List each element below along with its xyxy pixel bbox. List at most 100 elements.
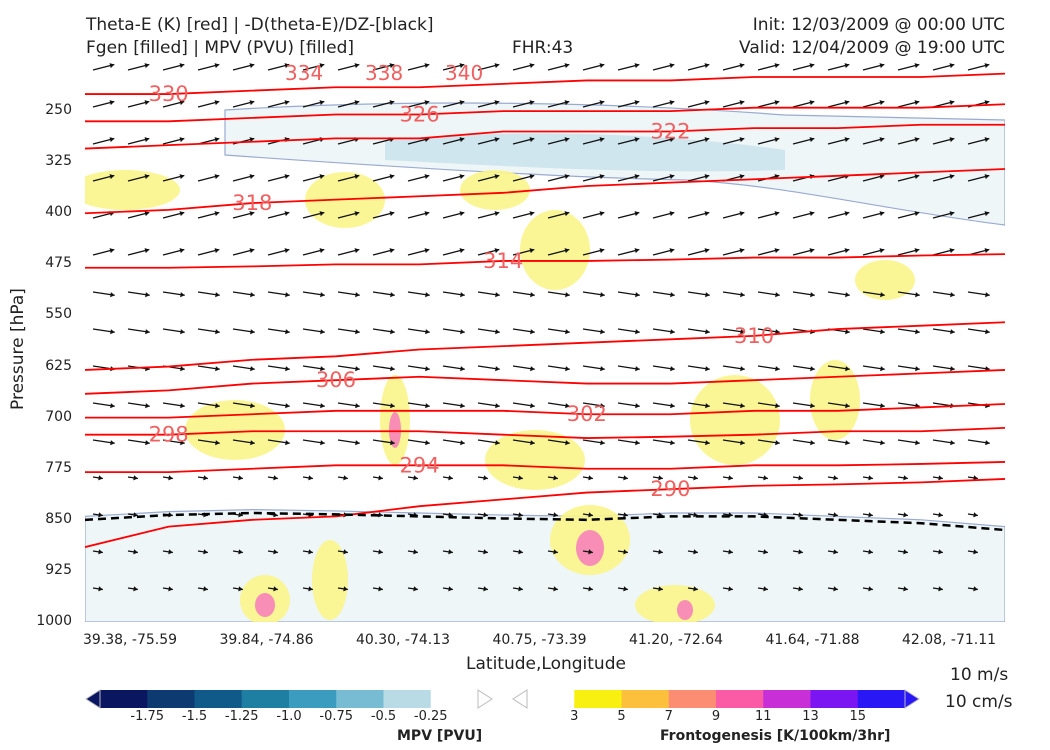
wind-vector-head bbox=[600, 366, 605, 372]
mpv-colorbar-segment bbox=[289, 690, 337, 708]
fgen-blob bbox=[690, 375, 780, 465]
wind-vector-head bbox=[529, 63, 535, 69]
fgen-colorbar-right-arrow bbox=[904, 689, 920, 709]
fgen-blob bbox=[312, 540, 348, 620]
wind-vector-head bbox=[565, 366, 570, 372]
wind-vector-head bbox=[914, 100, 920, 106]
fgen-colorbar-segment bbox=[716, 690, 764, 708]
neg-dthetae-dz-contour bbox=[85, 511, 1005, 532]
wind-vector-head bbox=[249, 137, 255, 143]
wind-vector-head bbox=[413, 475, 418, 481]
wind-vector-head bbox=[110, 292, 115, 298]
wind-vector-head bbox=[354, 63, 360, 69]
wind-vector-head bbox=[144, 248, 150, 254]
wind-vector-head bbox=[915, 329, 920, 335]
wind-vector-head bbox=[133, 475, 138, 481]
wind-vector-head bbox=[914, 63, 920, 69]
wind-vector-head bbox=[530, 366, 535, 372]
wind-vector-head bbox=[390, 329, 395, 335]
wind-vector-head bbox=[459, 211, 465, 217]
wind-vector-head bbox=[833, 475, 838, 481]
y-tick-label: 325 bbox=[45, 153, 72, 170]
wind-vector-head bbox=[740, 329, 745, 335]
wind-vector-head bbox=[354, 248, 360, 254]
wind-vector-head bbox=[728, 475, 733, 481]
fgen-blob bbox=[520, 210, 590, 290]
wind-vector-head bbox=[879, 174, 885, 180]
fgen-colorbar-label: 15 bbox=[849, 709, 867, 724]
wind-vector-head bbox=[425, 440, 430, 446]
mpv-colorbar-label: -0.25 bbox=[413, 709, 448, 724]
fgen-colorbar-label: 5 bbox=[617, 709, 626, 724]
mpv-colorbar-label: -0.75 bbox=[319, 709, 354, 724]
mpv-colorbar-segment bbox=[241, 690, 290, 708]
wind-vector-head bbox=[705, 440, 710, 446]
wind-vector-head bbox=[599, 100, 605, 106]
wind-vector-head bbox=[109, 63, 115, 69]
wind-vector-head bbox=[249, 63, 255, 69]
wind-vector-head bbox=[483, 512, 488, 518]
wind-vector-head bbox=[390, 292, 395, 298]
wind-vector-head bbox=[599, 211, 605, 217]
fgen-core bbox=[677, 600, 693, 620]
wind-vector-head bbox=[378, 549, 383, 555]
wind-vector-head bbox=[145, 292, 150, 298]
wind-vector-head bbox=[133, 512, 138, 518]
mpv-colorbar-left-arrow bbox=[85, 689, 101, 709]
wind-vector-head bbox=[775, 366, 780, 372]
wind-vector-head bbox=[424, 174, 430, 180]
wind-vector-head bbox=[285, 329, 290, 335]
wind-vector-head bbox=[203, 549, 208, 555]
wind-vector-head bbox=[319, 63, 325, 69]
wind-vector-head bbox=[319, 248, 325, 254]
wind-vector-head bbox=[728, 549, 733, 555]
wind-vector-head bbox=[460, 292, 465, 298]
wind-vector-head bbox=[425, 292, 430, 298]
wind-vector-head bbox=[530, 403, 535, 409]
wind-vector-head bbox=[693, 475, 698, 481]
wind-vector-head bbox=[739, 211, 745, 217]
wind-vector-head bbox=[144, 137, 150, 143]
wind-vector-head bbox=[180, 329, 185, 335]
theta-e-label: 338 bbox=[365, 61, 403, 85]
wind-vector-head bbox=[670, 366, 675, 372]
wind-vector-head bbox=[378, 512, 383, 518]
wind-vector-head bbox=[145, 403, 150, 409]
wind-vector-head bbox=[844, 211, 850, 217]
y-tick-label: 700 bbox=[45, 408, 72, 425]
mpv-colorbar-segment bbox=[383, 690, 432, 708]
theta-e-contour bbox=[85, 168, 1005, 215]
wind-vector-head bbox=[845, 292, 850, 298]
fgen-blob bbox=[635, 585, 715, 622]
theta-e-label: 334 bbox=[285, 61, 323, 85]
wind-vector-head bbox=[250, 292, 255, 298]
wind-vector-head bbox=[658, 475, 663, 481]
theta-e-label: 314 bbox=[483, 249, 523, 273]
theta-e-label: 340 bbox=[445, 61, 483, 85]
wind-vector-head bbox=[494, 174, 500, 180]
wind-vector-head bbox=[320, 292, 325, 298]
wind-vector-head bbox=[168, 475, 173, 481]
wind-vector-head bbox=[354, 211, 360, 217]
wind-vector-head bbox=[308, 475, 313, 481]
wind-vector-head bbox=[284, 63, 290, 69]
wind-vector-head bbox=[704, 248, 710, 254]
wind-vector-head bbox=[483, 475, 488, 481]
wind-vector-head bbox=[285, 366, 290, 372]
wind-vector-head bbox=[704, 100, 710, 106]
wind-vector-head bbox=[530, 329, 535, 335]
wind-vector-head bbox=[215, 329, 220, 335]
wind-vector-head bbox=[914, 211, 920, 217]
wind-vector-head bbox=[390, 403, 395, 409]
wind-vector-head bbox=[459, 174, 465, 180]
wind-vector-head bbox=[215, 440, 220, 446]
wind-vector-head bbox=[144, 100, 150, 106]
wind-vector-head bbox=[378, 475, 383, 481]
wind-vector-head bbox=[774, 137, 780, 143]
wind-vector-head bbox=[238, 586, 243, 592]
mpv-upper-core bbox=[385, 133, 785, 172]
wind-vector-head bbox=[623, 549, 628, 555]
wind-vector-head bbox=[810, 440, 815, 446]
wind-vector-head bbox=[670, 403, 675, 409]
wind-vector-head bbox=[285, 292, 290, 298]
